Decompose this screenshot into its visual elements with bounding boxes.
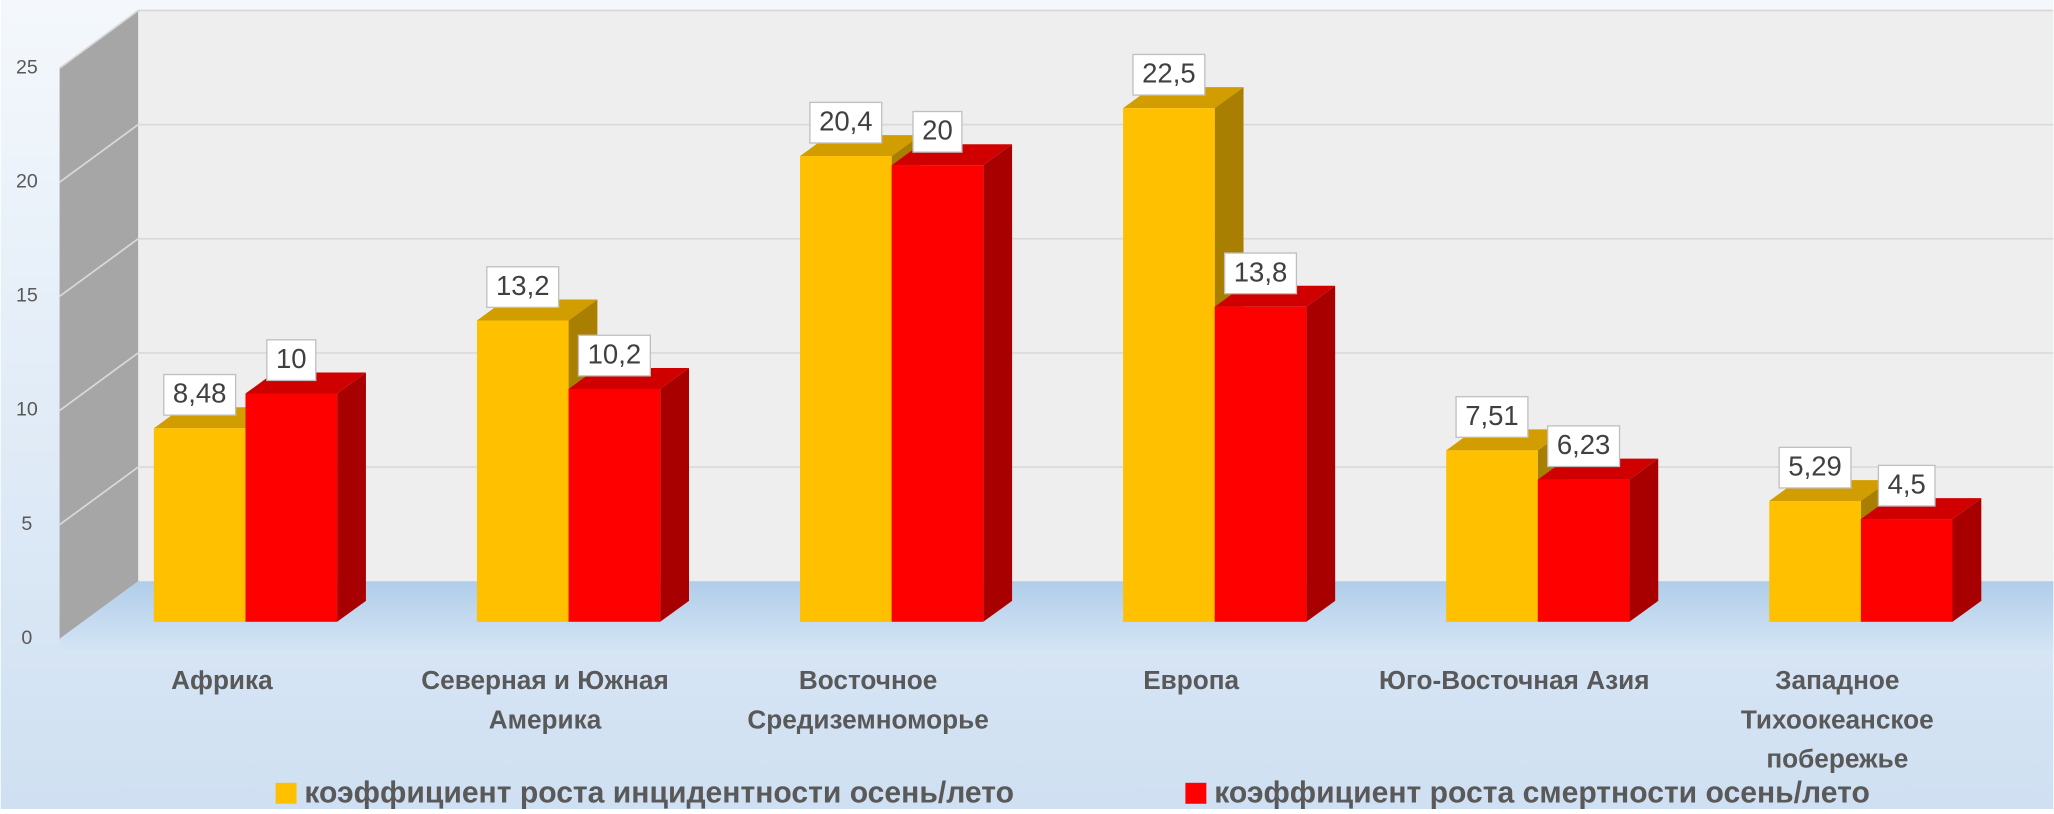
data-label: 20: [922, 115, 953, 146]
bar: [1537, 479, 1630, 622]
data-label: 4,5: [1888, 469, 1926, 500]
bar: [1446, 450, 1538, 622]
data-label: 6,23: [1557, 429, 1611, 460]
data-label: 5,29: [1788, 451, 1842, 482]
data-label-box: [1223, 252, 1298, 295]
y-tick-label: 20: [16, 170, 38, 192]
y-tick-label: 5: [21, 513, 32, 535]
bar-side: [1306, 285, 1336, 622]
back-wall: [138, 10, 2054, 582]
data-label: 8,48: [173, 378, 226, 409]
data-label-box: [912, 110, 963, 153]
side-wall: [59, 10, 139, 639]
y-tick-label: 10: [16, 399, 38, 421]
data-label-box: [809, 101, 883, 144]
bar: [568, 388, 661, 622]
data-label-box: [1547, 425, 1621, 468]
bar-side: [660, 367, 690, 622]
x-tick-label: Восточное Средиземноморье: [747, 665, 988, 734]
data-label-box: [266, 339, 317, 382]
legend-label: коэффициент роста смертности осень/лето: [1214, 777, 1870, 809]
bar: [153, 428, 246, 622]
x-tick-label: Северная и Южная Америка: [421, 665, 669, 734]
x-tick-label: Юго-Восточная Азия: [1379, 665, 1650, 695]
bar: [1214, 306, 1307, 622]
data-label-box: [163, 373, 237, 416]
bar: [1860, 519, 1953, 622]
grid-line: [59, 352, 139, 412]
data-label-box: [577, 334, 651, 377]
bar-side: [337, 372, 366, 622]
data-label-box: [1877, 464, 1936, 507]
bar: [245, 393, 338, 622]
data-label: 13,2: [496, 270, 550, 301]
bar-side: [983, 144, 1013, 622]
data-label: 13,8: [1234, 256, 1288, 287]
bar: [476, 320, 569, 622]
data-label: 10,2: [588, 338, 642, 369]
y-tick-label: 15: [16, 285, 38, 307]
data-label: 10: [276, 343, 307, 374]
legend-swatch: [275, 782, 297, 804]
legend-label: коэффициент роста инцидентности осень/ле…: [304, 777, 1014, 809]
bar: [800, 156, 892, 622]
data-label-box: [1778, 446, 1852, 489]
x-tick-label: Европа: [1143, 665, 1239, 695]
x-tick-label: Африка: [171, 665, 273, 695]
legend-swatch: [1185, 782, 1207, 804]
grid-line: [59, 466, 139, 526]
bar: [891, 165, 984, 622]
data-label: 7,51: [1465, 400, 1519, 431]
data-label-box: [1455, 396, 1529, 438]
data-label: 20,4: [819, 106, 873, 137]
bar-side: [1629, 458, 1659, 622]
bar: [1769, 501, 1861, 622]
y-tick-label: 25: [16, 56, 38, 78]
data-label-box: [1132, 53, 1206, 96]
grid-line: [59, 123, 139, 183]
grid-line: [59, 9, 139, 69]
data-label: 22,5: [1142, 58, 1196, 89]
x-tick-label: Западное Тихоокеанское побережье: [1741, 665, 1934, 774]
y-tick-label: 0: [21, 627, 32, 649]
bar-side: [1952, 498, 1982, 622]
data-label-box: [486, 266, 560, 309]
grid-line: [59, 238, 139, 298]
bar: [1123, 108, 1215, 622]
